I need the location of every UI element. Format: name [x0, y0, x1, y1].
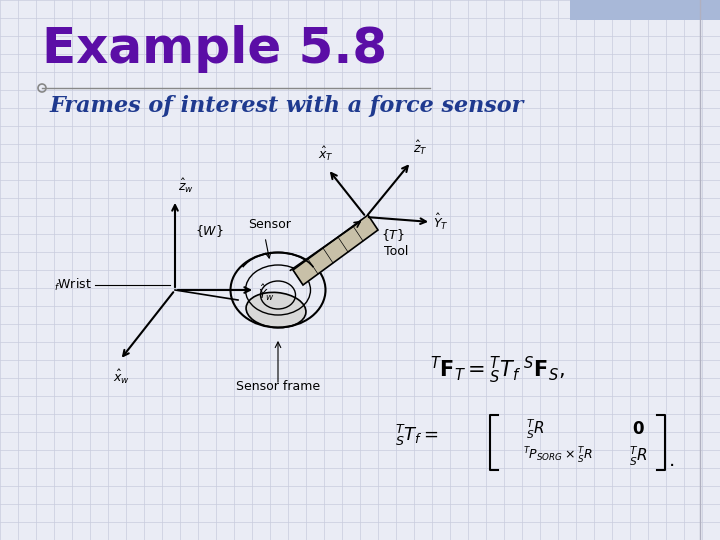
Polygon shape	[293, 215, 378, 285]
Text: Example 5.8: Example 5.8	[42, 25, 387, 73]
Text: Tool: Tool	[384, 245, 408, 258]
Text: Frames of interest with a force sensor: Frames of interest with a force sensor	[50, 95, 524, 117]
Text: $\hat{x}_w$: $\hat{x}_w$	[113, 368, 130, 386]
Text: $\{W\}$: $\{W\}$	[195, 223, 224, 239]
Text: ${}^{T}\mathbf{F}_{T} = {}^{T}_{S}T_{f}\; {}^{S}\mathbf{F}_{S},$: ${}^{T}\mathbf{F}_{T} = {}^{T}_{S}T_{f}\…	[430, 354, 564, 386]
Text: ${}^{T}_{S}T_{f} =$: ${}^{T}_{S}T_{f} =$	[395, 422, 438, 448]
Text: ${}^{T}_{S}R$: ${}^{T}_{S}R$	[629, 444, 647, 468]
Text: $\hat{Y}_w$: $\hat{Y}_w$	[258, 283, 275, 303]
Text: Sensor: Sensor	[248, 218, 291, 231]
Text: $\hat{x}_T$: $\hat{x}_T$	[318, 145, 334, 163]
Ellipse shape	[246, 292, 306, 328]
Text: ${}^{T}_{S}R$: ${}^{T}_{S}R$	[526, 417, 544, 441]
Text: $\hat{Y}_T$: $\hat{Y}_T$	[433, 212, 449, 232]
Text: $\{T\}$: $\{T\}$	[381, 227, 405, 243]
Text: $\hat{z}_T$: $\hat{z}_T$	[413, 139, 428, 157]
Text: ${}^{T}P_{SORG} \times {}^{T}_{S}R$: ${}^{T}P_{SORG} \times {}^{T}_{S}R$	[523, 446, 593, 466]
Text: $\mathbf{0}$: $\mathbf{0}$	[631, 421, 644, 437]
Text: Sensor frame: Sensor frame	[236, 380, 320, 393]
Bar	[570, 0, 720, 20]
Text: $\hat{z}_w$: $\hat{z}_w$	[178, 177, 194, 195]
Text: $.$: $.$	[668, 452, 674, 470]
Text: $_f$Wrist: $_f$Wrist	[54, 277, 92, 293]
